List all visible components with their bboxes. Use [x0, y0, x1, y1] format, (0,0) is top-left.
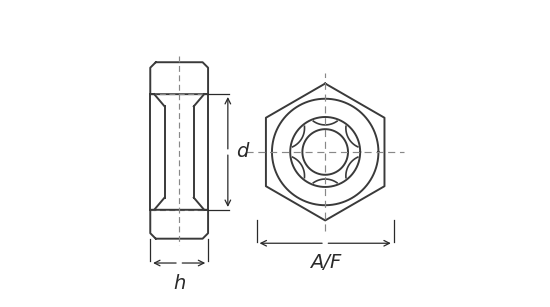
- Text: d: d: [236, 142, 249, 161]
- Text: A/F: A/F: [310, 253, 341, 272]
- Text: h: h: [173, 274, 185, 293]
